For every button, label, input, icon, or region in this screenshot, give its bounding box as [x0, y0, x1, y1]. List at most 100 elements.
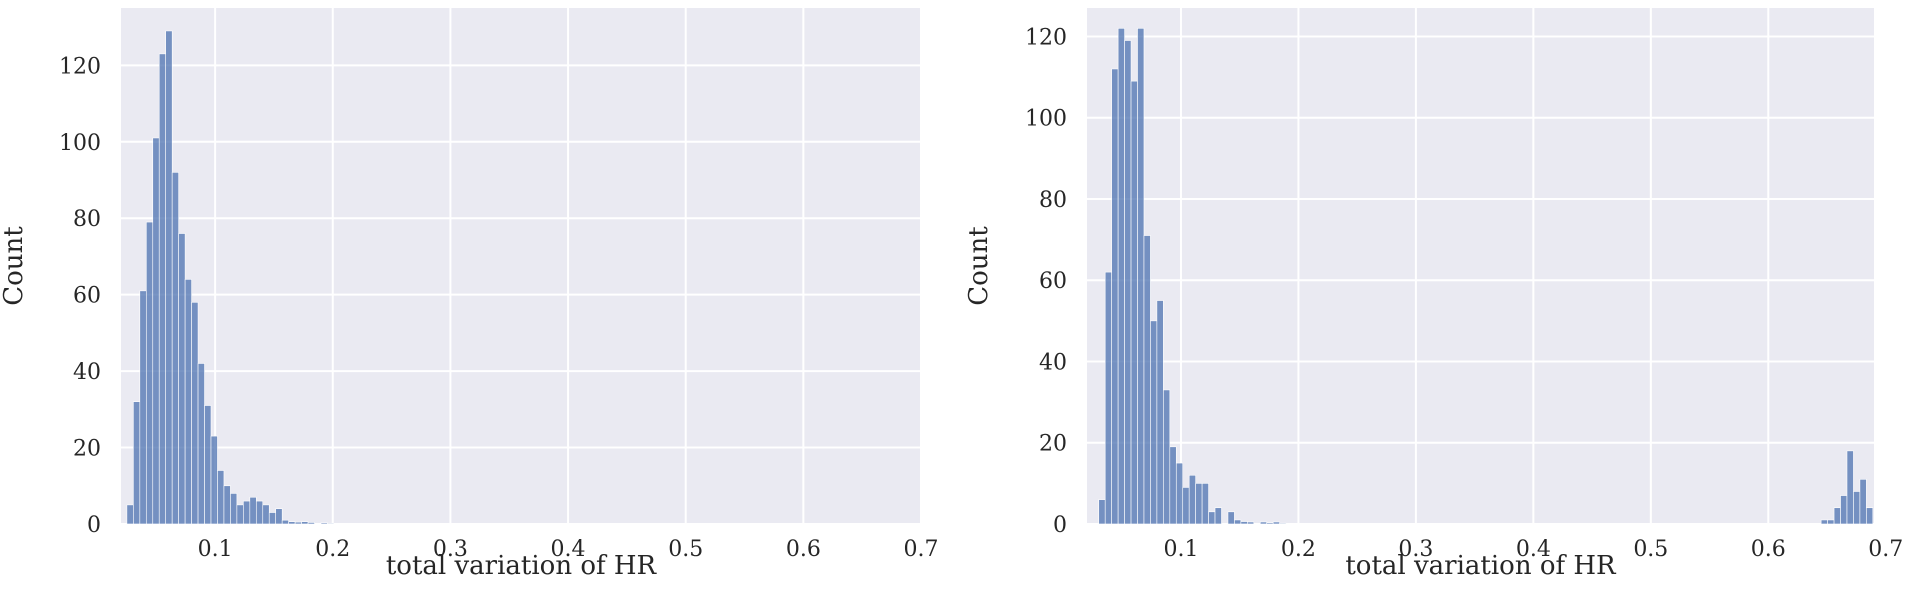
histogram-bar [1175, 462, 1184, 525]
histogram-bar [1279, 522, 1287, 525]
histogram-bar [1182, 487, 1190, 525]
histogram-bar [1846, 450, 1854, 525]
histogram-bar [1098, 499, 1106, 525]
x-tick-label: 0.4 [1516, 537, 1551, 562]
histogram-bar [1208, 511, 1216, 525]
histogram-bar [1214, 507, 1222, 525]
histogram-bar [171, 172, 179, 525]
histogram-bar [1188, 474, 1196, 525]
histogram-bar [1137, 28, 1145, 525]
histogram-bar [158, 53, 167, 525]
x-tick-label: 0.7 [1868, 537, 1903, 562]
histogram-bar [307, 522, 315, 525]
histogram-bar [165, 30, 173, 525]
histogram-bar [1827, 519, 1835, 525]
histogram-bar [1227, 511, 1235, 525]
histogram-bar [230, 493, 238, 525]
histogram-bar [243, 500, 251, 525]
histogram-bar [1111, 68, 1119, 525]
histogram-bar [1240, 521, 1248, 525]
y-tick-label: 60 [1039, 269, 1067, 294]
plot-area [1087, 8, 1874, 524]
histogram-bar [139, 290, 147, 525]
histogram-bar [1859, 479, 1867, 525]
y-tick-label: 20 [1039, 432, 1067, 457]
histogram-bar [1124, 40, 1132, 525]
y-tick-label: 60 [73, 284, 101, 309]
y-tick-label: 40 [1039, 350, 1067, 375]
histogram-bar [275, 508, 283, 525]
x-tick-label: 0.6 [786, 537, 821, 562]
histogram-bar [1143, 235, 1151, 525]
histogram-bar [255, 500, 264, 525]
histogram-bar [184, 279, 192, 525]
histogram-bar [197, 363, 205, 525]
histogram-bar [1169, 446, 1177, 525]
x-tick-label: 0.4 [551, 537, 586, 562]
histogram-bar [223, 485, 231, 525]
histogram-bar [1195, 483, 1203, 525]
histogram-bar [1247, 521, 1255, 525]
y-tick-label: 0 [87, 513, 101, 538]
x-tick-label: 0.5 [668, 537, 703, 562]
histogram-bar [281, 519, 289, 525]
chart-panel-1: 0.1 0.2 0.3 0.4 0.5 0.6 0.7 0 20 40 60 80 100 120 tota… [0, 8, 939, 581]
histogram-bar [294, 521, 302, 525]
y-tick-label: 40 [73, 360, 101, 385]
chart-panel-2: 0.1 0.2 0.3 0.4 0.5 0.6 0.7 0 20 40 60 80 100 120 tota… [964, 8, 1903, 581]
x-tick-label: 0.6 [1751, 537, 1786, 562]
histogram-bar [327, 522, 335, 525]
histogram-bar [320, 522, 328, 525]
histogram-bar [1266, 522, 1274, 525]
histogram-bar [1117, 28, 1125, 525]
histogram-bar [1156, 300, 1164, 525]
y-tick-label: 80 [73, 207, 101, 232]
histogram-bar [1150, 320, 1158, 525]
histogram-bar [126, 504, 134, 525]
histogram-bar [191, 302, 199, 525]
x-axis-label: total variation of HR [386, 551, 658, 581]
histogram-bar [145, 221, 154, 525]
histogram-bar [301, 521, 309, 525]
x-tick-label: 0.3 [433, 537, 468, 562]
y-tick-label: 0 [1053, 513, 1067, 538]
plot-area [121, 8, 921, 524]
histogram-bar [1840, 495, 1848, 525]
histogram-bar [152, 137, 160, 525]
x-tick-label: 0.2 [1281, 537, 1316, 562]
x-tick-label: 0.1 [198, 537, 233, 562]
x-axis-label: total variation of HR [1345, 551, 1617, 581]
histogram-bar [1833, 507, 1841, 525]
x-tick-label: 0.2 [315, 537, 350, 562]
histogram-bar [288, 521, 296, 525]
histogram-bar [210, 435, 218, 525]
histogram-bar [1130, 80, 1138, 525]
x-tick-label: 0.7 [904, 537, 939, 562]
histogram-bar [133, 401, 141, 525]
y-tick-label: 80 [1039, 188, 1067, 213]
histogram-bar [1234, 519, 1242, 525]
histogram-bar [249, 496, 257, 525]
histogram-bar [268, 512, 277, 525]
y-tick-label: 100 [1025, 107, 1067, 132]
histogram-bar [1272, 521, 1280, 525]
histogram-bar [1820, 519, 1828, 525]
y-tick-label: 20 [73, 437, 101, 462]
histogram-bar [1259, 521, 1268, 525]
x-tick-label: 0.1 [1163, 537, 1198, 562]
y-tick-label: 100 [59, 131, 101, 156]
y-axis-label: Count [964, 226, 994, 306]
y-axis-label: Count [0, 226, 29, 306]
histogram-bar [204, 405, 212, 525]
x-tick-label: 0.5 [1633, 537, 1668, 562]
histogram-bar [1163, 389, 1171, 525]
histogram-bar [217, 470, 225, 525]
x-tick-label: 0.3 [1398, 537, 1433, 562]
histogram-bar [178, 233, 186, 525]
histogram-bar [1866, 507, 1874, 525]
y-tick-label: 120 [59, 54, 101, 79]
y-tick-label: 120 [1025, 25, 1067, 50]
histogram-bar [1853, 491, 1861, 525]
histogram-bar [1201, 483, 1209, 525]
